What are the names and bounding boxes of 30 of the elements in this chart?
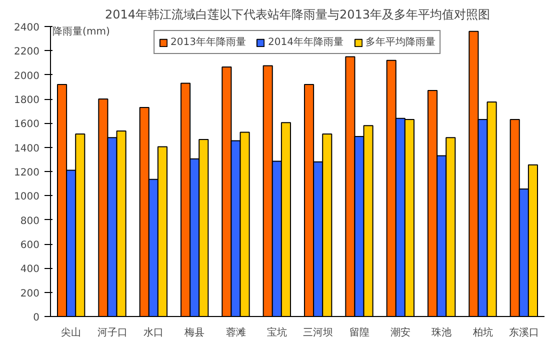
x-tick-label: 尖山 bbox=[61, 326, 82, 338]
x-tick-label: 潮安 bbox=[390, 326, 410, 338]
y-axis-title: 降雨量(mm) bbox=[52, 26, 110, 38]
y-tick-label: 0 bbox=[33, 312, 40, 324]
y-tick-label: 1800 bbox=[14, 95, 40, 106]
legend-label: 多年平均降雨量 bbox=[365, 36, 436, 49]
legend-label: 2014年年降雨量 bbox=[268, 36, 344, 49]
x-tick-label: 蓉滩 bbox=[226, 326, 246, 338]
y-tick-label: 1000 bbox=[14, 192, 40, 203]
x-tick-label: 东溪口 bbox=[508, 326, 539, 338]
chart-title: 2014年韩江流域白莲以下代表站年降雨量与2013年及多年平均值对照图 bbox=[104, 8, 490, 22]
y-tick-label: 1400 bbox=[14, 143, 40, 154]
x-tick-label: 三河坝 bbox=[303, 326, 334, 338]
legend-label: 2013年年降雨量 bbox=[170, 36, 246, 49]
x-tick-label: 河子口 bbox=[97, 326, 128, 338]
y-tick-label: 2000 bbox=[14, 70, 40, 82]
y-tick-label: 800 bbox=[20, 216, 40, 227]
y-tick-label: 200 bbox=[20, 288, 40, 300]
x-tick-label: 珠池 bbox=[432, 326, 452, 338]
y-tick-label: 1600 bbox=[14, 119, 40, 130]
y-tick-label: 600 bbox=[20, 240, 40, 251]
y-tick-label: 400 bbox=[20, 264, 40, 276]
x-tick-label: 宝坑 bbox=[266, 326, 287, 338]
y-tick-label: 2400 bbox=[14, 22, 40, 34]
x-tick-label: 留隍 bbox=[349, 326, 370, 338]
x-tick-label: 水口 bbox=[143, 326, 164, 338]
y-tick-label: 2200 bbox=[14, 46, 40, 58]
x-tick-label: 梅县 bbox=[184, 326, 205, 338]
x-tick-label: 柏坑 bbox=[472, 326, 493, 338]
y-tick-label: 1200 bbox=[14, 168, 40, 178]
